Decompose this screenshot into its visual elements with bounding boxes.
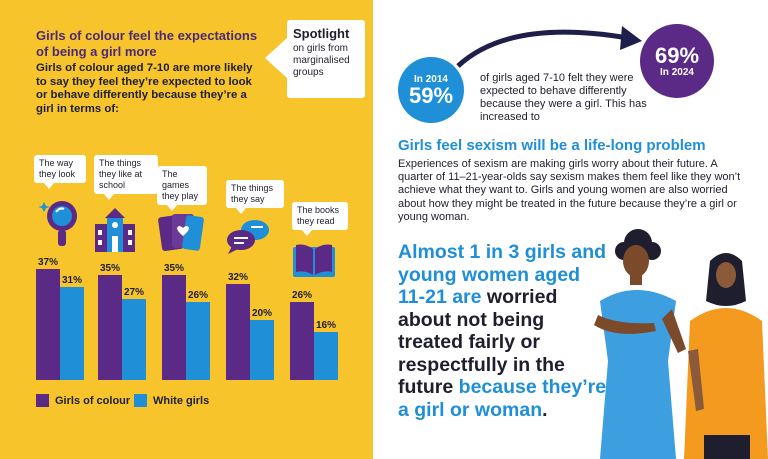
mirror-icon [38,201,77,246]
spotlight-callout: Spotlight on girls from marginalised gro… [265,20,365,98]
callout-period: . [542,398,548,421]
open-book-icon [293,244,335,277]
bar-value-label: 27% [124,287,144,298]
legend-label: White girls [153,394,210,407]
bar-white-girls [186,302,210,380]
category-label: The things they like at school [94,155,158,200]
bar-value-label: 35% [100,263,120,274]
bar-value-label: 20% [252,308,272,319]
callout-highlight: Almost 1 in 3 girls and young women aged… [398,241,607,308]
bar-girls-of-colour [98,275,122,380]
bar-white-girls [60,287,84,380]
bar-white-girls [250,320,274,380]
bar-white-girls [122,299,146,380]
section-heading: Girls feel sexism will be a life-long pr… [398,137,706,154]
callout-highlight-end: because they’re a girl or woman [398,376,607,421]
bar-value-label: 26% [292,290,312,301]
section-body: Experiences of sexism are making girls w… [398,158,741,223]
legend-girls-of-colour: Girls of colour [36,394,130,407]
category-label: The things they say [226,180,284,214]
category-label: The books they read [292,202,348,236]
bar-value-label: 32% [228,272,248,283]
legend-white-girls: White girls [134,394,209,407]
girl-figure-left [594,229,686,459]
increase-arrow [456,26,642,68]
spotlight-subtitle: on girls from marginalised groups [293,43,350,78]
bar-white-girls [314,332,338,380]
category-label: The way they look [34,155,86,189]
section-intro: Girls of colour aged 7-10 are more likel… [36,62,253,115]
speech-bubbles-icon [227,220,269,254]
legend-label: Girls of colour [55,394,131,407]
legend-swatch-girls-of-colour [36,394,49,407]
callout-statement: Almost 1 in 3 girls and young women aged… [398,241,608,421]
spotlight-title: Spotlight [293,26,350,41]
bar-value-label: 26% [188,290,208,301]
bar-value-label: 35% [164,263,184,274]
legend-swatch-white-girls [134,394,147,407]
playing-cards-icon [158,214,204,251]
stat-2014-circle: In 2014 59% [398,57,464,123]
pct-2024: 69% [654,42,700,68]
year-2024: In 2024 [660,66,694,78]
girl-figure-right [684,253,768,459]
stat-2024-circle: 69% In 2024 [640,24,714,98]
year-2014: In 2014 [414,73,448,85]
bar-girls-of-colour [162,275,186,380]
bar-girls-of-colour [226,284,250,380]
pct-2014: 59% [408,82,454,108]
bar-value-label: 31% [62,275,82,286]
bar-chart: 37% 31% 35% 27% 35% 26% 32% 20% 26% 16% [36,257,338,380]
bar-girls-of-colour [290,302,314,380]
school-icon [95,208,135,252]
bar-girls-of-colour [36,269,60,380]
girls-illustration [594,229,768,459]
callout-dark: worried about not being treated fairly o… [398,286,565,398]
category-label: The games they play [157,166,207,211]
stat-description: of girls aged 7-10 felt they were expect… [480,72,647,123]
bar-value-label: 37% [38,257,58,268]
section-title: Girls of colour feel the expectations of… [36,28,258,59]
bar-value-label: 16% [316,320,336,331]
